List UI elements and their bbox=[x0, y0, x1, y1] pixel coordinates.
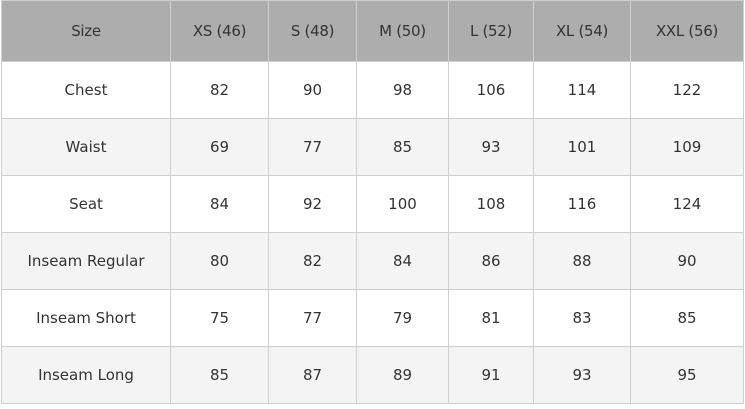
size-value: 85 bbox=[170, 346, 269, 404]
size-value: 85 bbox=[356, 118, 449, 176]
size-value: 114 bbox=[533, 61, 631, 119]
header-cell: L (52) bbox=[448, 0, 534, 62]
header-cell: M (50) bbox=[356, 0, 449, 62]
size-value: 124 bbox=[630, 175, 744, 233]
size-value: 87 bbox=[268, 346, 357, 404]
size-value: 90 bbox=[630, 232, 744, 290]
size-value: 98 bbox=[356, 61, 449, 119]
size-value: 95 bbox=[630, 346, 744, 404]
size-value: 91 bbox=[448, 346, 534, 404]
size-value: 77 bbox=[268, 289, 357, 347]
table-row: Waist 69 77 85 93 101 109 bbox=[1, 118, 744, 176]
size-value: 77 bbox=[268, 118, 357, 176]
row-label: Inseam Regular bbox=[1, 232, 171, 290]
header-cell: S (48) bbox=[268, 0, 357, 62]
table-row: Chest 82 90 98 106 114 122 bbox=[1, 61, 744, 119]
table-header: Size XS (46) S (48) M (50) L (52) XL (54) XXL … bbox=[1, 0, 744, 62]
size-value: 92 bbox=[268, 175, 357, 233]
row-label: Inseam Long bbox=[1, 346, 171, 404]
size-value: 106 bbox=[448, 61, 534, 119]
size-value: 93 bbox=[533, 346, 631, 404]
table-row: Inseam Short 75 77 79 81 83 85 bbox=[1, 289, 744, 347]
size-value: 122 bbox=[630, 61, 744, 119]
size-value: 82 bbox=[170, 61, 269, 119]
row-label: Inseam Short bbox=[1, 289, 171, 347]
header-row: Size XS (46) S (48) M (50) L (52) XL (54) XXL … bbox=[1, 0, 744, 62]
size-value: 84 bbox=[356, 232, 449, 290]
size-value: 85 bbox=[630, 289, 744, 347]
table-row: Inseam Long 85 87 89 91 93 95 bbox=[1, 346, 744, 404]
row-label: Chest bbox=[1, 61, 171, 119]
header-cell: XXL (56) bbox=[630, 0, 744, 62]
size-value: 82 bbox=[268, 232, 357, 290]
size-value: 109 bbox=[630, 118, 744, 176]
size-value: 69 bbox=[170, 118, 269, 176]
size-value: 79 bbox=[356, 289, 449, 347]
size-value: 75 bbox=[170, 289, 269, 347]
size-value: 89 bbox=[356, 346, 449, 404]
size-value: 88 bbox=[533, 232, 631, 290]
size-value: 84 bbox=[170, 175, 269, 233]
size-value: 83 bbox=[533, 289, 631, 347]
size-value: 90 bbox=[268, 61, 357, 119]
size-value: 100 bbox=[356, 175, 449, 233]
size-value: 93 bbox=[448, 118, 534, 176]
table-body: Chest 82 90 98 106 114 122 Waist 69 77 85 93 101 109 S… bbox=[1, 61, 744, 404]
size-value: 116 bbox=[533, 175, 631, 233]
header-cell: XS (46) bbox=[170, 0, 269, 62]
size-value: 86 bbox=[448, 232, 534, 290]
size-value: 101 bbox=[533, 118, 631, 176]
table-row: Inseam Regular 80 82 84 86 88 90 bbox=[1, 232, 744, 290]
header-cell: Size bbox=[1, 0, 171, 62]
size-value: 81 bbox=[448, 289, 534, 347]
size-value: 80 bbox=[170, 232, 269, 290]
table-row: Seat 84 92 100 108 116 124 bbox=[1, 175, 744, 233]
row-label: Waist bbox=[1, 118, 171, 176]
header-cell: XL (54) bbox=[533, 0, 631, 62]
size-value: 108 bbox=[448, 175, 534, 233]
row-label: Seat bbox=[1, 175, 171, 233]
